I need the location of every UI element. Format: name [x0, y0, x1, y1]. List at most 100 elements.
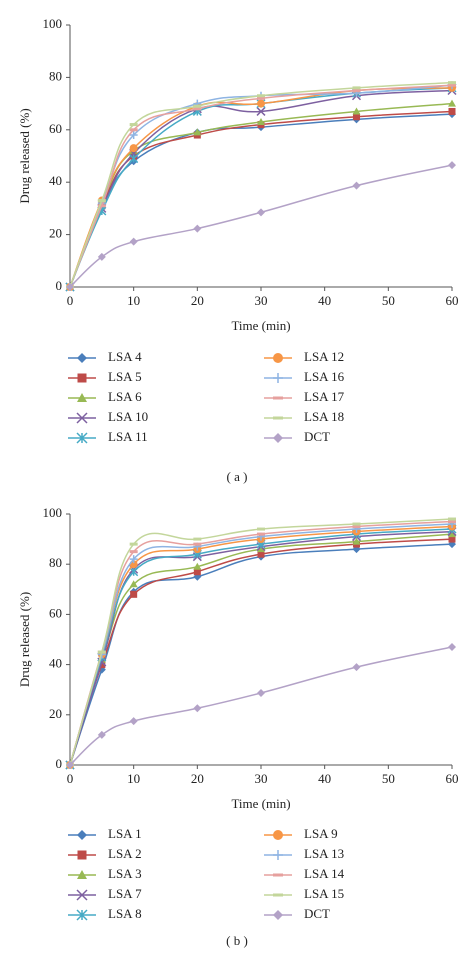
marker — [76, 909, 88, 921]
y-tick-label: 20 — [49, 226, 62, 241]
legend-label: LSA 18 — [304, 409, 344, 424]
marker — [77, 830, 87, 840]
y-tick-label: 40 — [49, 173, 62, 188]
marker — [448, 99, 456, 107]
marker — [77, 353, 87, 363]
marker — [129, 580, 138, 588]
marker — [273, 433, 283, 443]
legend-label: LSA 17 — [304, 389, 345, 404]
legend-label: LSA 13 — [304, 846, 344, 861]
marker — [257, 117, 265, 125]
marker — [448, 535, 456, 543]
x-tick-label: 0 — [67, 293, 74, 308]
caption: ( b ) — [226, 933, 248, 948]
x-tick-label: 20 — [191, 771, 204, 786]
x-tick-label: 60 — [446, 771, 459, 786]
series-line — [69, 113, 453, 288]
series-line — [69, 646, 453, 766]
x-tick-label: 40 — [318, 771, 331, 786]
legend-label: LSA 5 — [108, 369, 142, 384]
marker — [77, 870, 87, 879]
series-line — [69, 81, 453, 288]
marker — [352, 537, 361, 545]
marker — [193, 562, 202, 570]
x-tick-label: 20 — [191, 293, 204, 308]
marker — [129, 555, 138, 564]
x-tick-label: 40 — [318, 293, 331, 308]
legend-label: LSA 2 — [108, 846, 142, 861]
legend-label: LSA 11 — [108, 429, 148, 444]
marker — [352, 663, 361, 672]
marker — [97, 252, 106, 261]
x-axis-label: Time (min) — [231, 318, 290, 333]
marker — [257, 208, 265, 217]
legend-label: LSA 12 — [304, 349, 344, 364]
legend-label: LSA 4 — [108, 349, 142, 364]
x-tick-label: 30 — [255, 771, 268, 786]
marker — [97, 730, 106, 739]
marker — [352, 181, 361, 190]
marker — [66, 761, 74, 769]
marker — [273, 373, 283, 383]
legend-label: LSA 10 — [108, 409, 148, 424]
marker — [129, 144, 138, 153]
marker — [448, 530, 456, 538]
x-tick-label: 50 — [382, 293, 395, 308]
marker — [77, 373, 87, 383]
marker — [77, 850, 87, 860]
x-tick-label: 50 — [382, 771, 395, 786]
marker — [129, 717, 138, 726]
series-line — [69, 525, 453, 766]
marker — [352, 107, 361, 115]
legend-label: LSA 8 — [108, 906, 142, 921]
legend-label: LSA 3 — [108, 866, 142, 881]
marker — [130, 590, 138, 598]
y-tick-label: 40 — [49, 656, 62, 671]
y-tick-label: 100 — [43, 16, 63, 31]
legend-label: LSA 9 — [304, 826, 338, 841]
marker — [256, 106, 266, 116]
marker — [129, 567, 139, 577]
marker — [273, 830, 283, 840]
y-tick-label: 0 — [56, 278, 63, 293]
caption: ( a ) — [227, 469, 248, 484]
legend-label: LSA 15 — [304, 886, 344, 901]
y-axis-label: Drug released (%) — [17, 108, 32, 203]
marker — [193, 224, 202, 233]
legend-label: LSA 7 — [108, 886, 142, 901]
marker — [76, 432, 88, 444]
marker — [353, 113, 360, 121]
x-tick-label: 10 — [127, 771, 140, 786]
y-tick-label: 80 — [49, 68, 62, 83]
marker — [273, 910, 283, 920]
marker — [76, 889, 88, 901]
legend-label: LSA 16 — [304, 369, 345, 384]
marker — [76, 412, 88, 424]
marker — [448, 107, 456, 115]
marker — [448, 643, 456, 652]
y-tick-label: 0 — [56, 756, 63, 771]
series-line — [69, 84, 453, 288]
marker — [193, 128, 202, 136]
series-line — [69, 164, 453, 288]
marker — [257, 99, 265, 108]
y-axis-label: Drug released (%) — [17, 592, 32, 687]
marker — [98, 661, 106, 669]
y-tick-label: 100 — [43, 505, 63, 520]
marker — [448, 161, 456, 170]
legend-label: LSA 14 — [304, 866, 345, 881]
marker — [273, 353, 283, 363]
legend-label: DCT — [304, 906, 330, 921]
legend-label: LSA 1 — [108, 826, 142, 841]
marker — [66, 283, 74, 291]
y-tick-label: 20 — [49, 706, 62, 721]
marker — [77, 393, 87, 402]
marker — [273, 850, 283, 860]
marker — [257, 550, 265, 558]
marker — [257, 545, 265, 553]
marker — [193, 704, 202, 713]
y-tick-label: 60 — [49, 121, 62, 136]
x-tick-label: 0 — [67, 771, 74, 786]
x-tick-label: 10 — [127, 293, 140, 308]
x-axis-label: Time (min) — [231, 796, 290, 811]
